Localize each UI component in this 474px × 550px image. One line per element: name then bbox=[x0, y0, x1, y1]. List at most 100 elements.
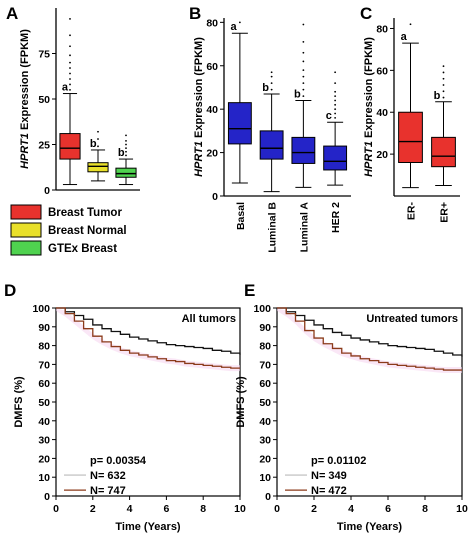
y-tick-label-b: 80 bbox=[206, 17, 218, 29]
p-value-e: p= 0.01102 bbox=[311, 455, 366, 467]
y-tick-label-e: 80 bbox=[259, 341, 271, 353]
outlier-breast-tumor bbox=[69, 18, 71, 20]
chart-title-e: Untreated tumors bbox=[366, 313, 458, 325]
outlier-breast-normal bbox=[97, 131, 99, 133]
significance-label-basal: a bbox=[230, 21, 237, 33]
outlier-breast-tumor bbox=[69, 67, 71, 69]
box-er- bbox=[432, 137, 456, 166]
outlier-gtex-breast bbox=[125, 135, 127, 137]
outlier-luminal-a bbox=[302, 69, 304, 71]
x-tick-label-d: 2 bbox=[90, 503, 96, 515]
outlier-gtex-breast bbox=[125, 151, 127, 153]
y-tick-label-c: 60 bbox=[376, 65, 388, 77]
outlier-er- bbox=[443, 90, 445, 92]
plot-frame-e bbox=[277, 308, 462, 496]
outlier-luminal-a bbox=[302, 41, 304, 43]
outlier-gtex-breast bbox=[125, 155, 127, 157]
significance-label-er-: b bbox=[434, 90, 441, 102]
outlier-er- bbox=[410, 23, 412, 25]
outlier-luminal-b bbox=[271, 71, 273, 73]
y-tick-label-e: 0 bbox=[265, 491, 271, 503]
y-tick-label-e: 100 bbox=[253, 303, 271, 315]
outlier-er- bbox=[443, 84, 445, 86]
y-axis-label-gene-b: HPRT1 bbox=[193, 141, 205, 177]
outlier-breast-tumor bbox=[69, 89, 71, 91]
chart-title-d: All tumors bbox=[182, 313, 236, 325]
legend-label-d-1: N= 747 bbox=[90, 485, 126, 497]
y-tick-label-d: 20 bbox=[38, 453, 50, 465]
category-label-basal: Basal bbox=[235, 202, 247, 230]
x-tick-label-e: 2 bbox=[311, 503, 317, 515]
outlier-luminal-a bbox=[302, 95, 304, 97]
y-axis-label-d: DMFS (%) bbox=[13, 376, 25, 428]
y-tick-label-e: 30 bbox=[259, 435, 271, 447]
outlier-her-2 bbox=[334, 95, 336, 97]
y-tick-label-d: 0 bbox=[44, 491, 50, 503]
y-tick-label-e: 40 bbox=[259, 416, 271, 428]
outlier-her-2 bbox=[334, 71, 336, 73]
outlier-er- bbox=[443, 78, 445, 80]
outlier-gtex-breast bbox=[125, 144, 127, 146]
p-value-d: p= 0.00354 bbox=[90, 455, 147, 467]
x-tick-label-d: 0 bbox=[53, 503, 59, 515]
legend-label-breast-tumor: Breast Tumor bbox=[48, 207, 122, 219]
outlier-breast-tumor bbox=[69, 45, 71, 47]
significance-label-breast-normal: b bbox=[90, 138, 97, 150]
significance-label-er-: a bbox=[401, 31, 408, 43]
y-axis-label-gene-c: HPRT1 bbox=[363, 141, 375, 177]
box-luminal-b bbox=[260, 131, 283, 159]
y-tick-label-b: 20 bbox=[206, 148, 218, 160]
y-tick-label-e: 90 bbox=[259, 322, 271, 334]
outlier-gtex-breast bbox=[125, 140, 127, 142]
x-tick-label-e: 4 bbox=[348, 503, 354, 515]
outlier-luminal-b bbox=[271, 76, 273, 78]
x-axis-label-e: Time (Years) bbox=[337, 521, 403, 533]
x-tick-label-e: 10 bbox=[456, 503, 468, 515]
y-axis-label-gene-a: HPRT1 bbox=[19, 133, 31, 169]
outlier-breast-tumor bbox=[69, 54, 71, 56]
y-axis-label-a: HPRT1 Expression (FPKM) bbox=[19, 29, 31, 169]
panel-letter-e: E bbox=[244, 281, 255, 300]
outlier-luminal-a bbox=[302, 89, 304, 91]
y-tick-label-a: 0 bbox=[44, 185, 50, 197]
significance-label-luminal-b: b bbox=[262, 82, 269, 94]
y-tick-label-e: 20 bbox=[259, 453, 271, 465]
y-tick-label-b: 60 bbox=[206, 61, 218, 73]
box-breast-normal bbox=[88, 163, 108, 172]
legend-label-d-0: N= 632 bbox=[90, 470, 126, 482]
y-tick-label-b: 40 bbox=[206, 104, 218, 116]
significance-label-luminal-a: b bbox=[294, 88, 301, 100]
y-tick-label-c: 20 bbox=[376, 149, 388, 161]
outlier-her-2 bbox=[334, 108, 336, 110]
box-luminal-a bbox=[292, 137, 315, 163]
category-label-er-: ER+ bbox=[439, 202, 451, 223]
y-tick-label-e: 50 bbox=[259, 397, 271, 409]
box-gtex-breast bbox=[116, 168, 136, 177]
significance-label-her-2: c bbox=[326, 110, 332, 122]
y-tick-label-c: 40 bbox=[376, 107, 388, 119]
outlier-luminal-b bbox=[271, 82, 273, 84]
outlier-luminal-a bbox=[302, 82, 304, 84]
y-tick-label-d: 100 bbox=[32, 303, 50, 315]
y-tick-label-e: 60 bbox=[259, 378, 271, 390]
y-tick-label-d: 70 bbox=[38, 359, 50, 371]
outlier-luminal-a bbox=[302, 61, 304, 63]
outlier-er- bbox=[443, 72, 445, 74]
outlier-her-2 bbox=[334, 113, 336, 115]
box-basal bbox=[228, 103, 251, 144]
y-axis-label-c: HPRT1 Expression (FPKM) bbox=[363, 37, 375, 177]
outlier-breast-tumor bbox=[69, 34, 71, 36]
legend-label-e-1: N= 472 bbox=[311, 485, 347, 497]
outlier-gtex-breast bbox=[125, 147, 127, 149]
outlier-breast-tumor bbox=[69, 78, 71, 80]
outlier-her-2 bbox=[334, 91, 336, 93]
y-axis-label-unit-a: Expression (FPKM) bbox=[19, 29, 31, 133]
box-er- bbox=[399, 112, 423, 162]
legend-swatch-breast-tumor bbox=[11, 205, 41, 219]
y-tick-label-d: 50 bbox=[38, 397, 50, 409]
panel-letter-d: D bbox=[4, 281, 16, 300]
outlier-breast-tumor bbox=[69, 62, 71, 64]
outlier-basal bbox=[239, 21, 241, 23]
y-tick-label-d: 90 bbox=[38, 322, 50, 334]
